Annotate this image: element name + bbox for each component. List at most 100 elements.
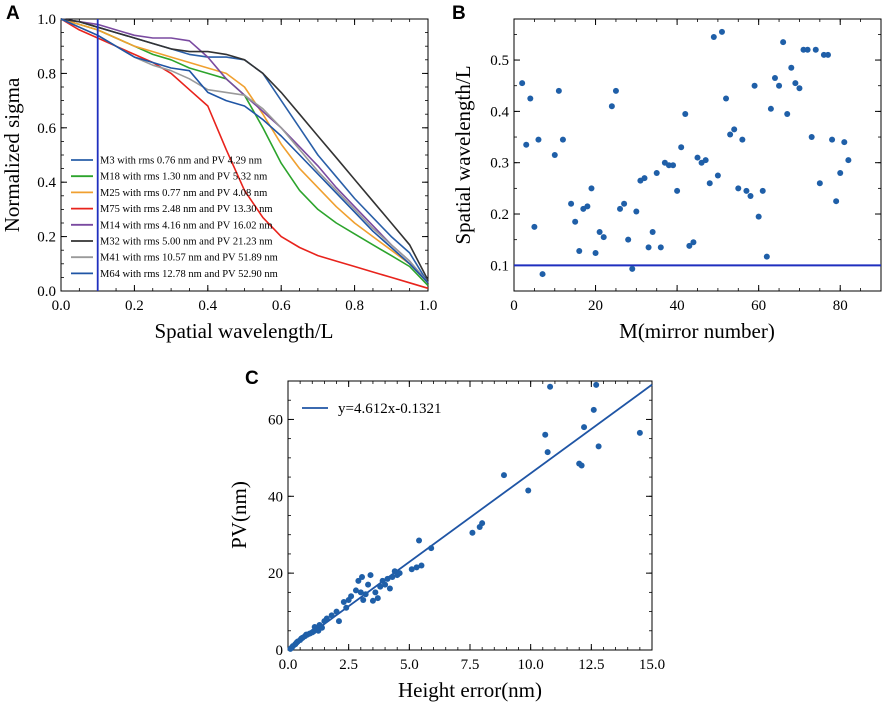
panel-c-x-tick-label: 12.5: [578, 657, 604, 673]
scatter-point: [340, 598, 347, 605]
scatter-point: [359, 573, 366, 580]
panel-c-y-tick-label: 20: [268, 566, 283, 582]
scatter-point: [636, 429, 643, 436]
panel-c-points: [287, 381, 643, 652]
scatter-point: [555, 87, 562, 94]
scatter-point: [544, 449, 551, 456]
scatter-point: [365, 581, 372, 588]
panel-b-points: [519, 28, 852, 278]
panel-a-y-tick-label: 0.0: [37, 284, 56, 300]
panel-b-x-tick-label: 40: [670, 298, 685, 314]
legend-label-fit: y=4.612x-0.1321: [338, 401, 441, 417]
scatter-point: [653, 169, 660, 176]
legend-label-7: M41 with rms 10.57 nm and PV 51.89 nm: [100, 253, 278, 264]
scatter-point: [751, 82, 758, 89]
legend-label-8: M64 with rms 12.78 nm and PV 52.90 nm: [100, 269, 278, 280]
scatter-point: [352, 587, 359, 594]
scatter-point: [694, 154, 701, 161]
panel-b-y-tick-label: 0.3: [490, 156, 509, 172]
scatter-point: [739, 136, 746, 143]
scatter-point: [714, 172, 721, 179]
scatter-point: [629, 265, 636, 272]
panel-c-fit-line: [288, 383, 653, 651]
scatter-point: [808, 134, 815, 141]
scatter-point: [621, 200, 628, 207]
scatter-point: [845, 157, 852, 164]
scatter-point: [389, 573, 396, 580]
panel-a-y-tick-label: 0.6: [37, 121, 56, 137]
panel-b-y-tick-label: 0.1: [490, 258, 509, 274]
panel-a-x-tick-label: 1.0: [419, 298, 438, 314]
panel-b-x-tick-label: 80: [833, 298, 848, 314]
scatter-point: [372, 589, 379, 596]
scatter-point: [408, 566, 415, 573]
scatter-point: [743, 187, 750, 194]
scatter-point: [416, 537, 423, 544]
scatter-point: [469, 529, 476, 536]
panel-a-x-tick-label: 0.0: [52, 298, 71, 314]
scatter-point: [784, 110, 791, 117]
scatter-point: [335, 618, 342, 625]
panel-c-x-tick-label: 7.5: [461, 657, 480, 673]
panel-b-y-tick-label: 0.5: [490, 53, 509, 69]
scatter-point: [633, 208, 640, 215]
panel-b-y-axis-label: Spatial wavelength/L: [451, 65, 475, 244]
scatter-point: [333, 608, 340, 615]
scatter-point: [718, 28, 725, 35]
scatter-point: [816, 180, 823, 187]
scatter-point: [576, 247, 583, 254]
scatter-point: [612, 87, 619, 94]
scatter-point: [678, 144, 685, 151]
scatter-point: [747, 193, 754, 200]
panel-b-x-tick-label: 20: [588, 298, 603, 314]
scatter-point: [386, 585, 393, 592]
legend-label-1: M3 with rms 0.76 nm and PV 4.29 nm: [100, 156, 262, 167]
scatter-point: [584, 203, 591, 210]
panel-c: C 0.0 2.5 5.0 7.5 10.0 12.5 15.0 0 20 40 60 y=4.61…: [227, 368, 665, 702]
scatter-point: [686, 242, 693, 249]
panel-c-x-tick-label: 10.0: [518, 657, 544, 673]
scatter-point: [418, 562, 425, 569]
scatter-point: [590, 406, 597, 413]
scatter-point: [735, 185, 742, 192]
scatter-point: [374, 595, 381, 602]
panel-a-x-axis-label: Spatial wavelength/L: [154, 319, 333, 343]
panel-c-x-axis-label: Height error(nm): [398, 678, 542, 702]
panel-b-y-tick-label: 0.4: [490, 104, 509, 120]
scatter-point: [323, 615, 330, 622]
scatter-point: [343, 604, 350, 611]
scatter-point: [592, 250, 599, 257]
scatter-point: [763, 253, 770, 260]
panel-a-x-tick-label: 0.4: [198, 298, 217, 314]
panel-a-series: [60, 18, 429, 290]
panel-b-tick-labels: 0 20 40 60 80 0.1 0.2 0.3 0.4 0.5: [490, 53, 847, 314]
scatter-point: [382, 581, 389, 588]
scatter-point: [357, 589, 364, 596]
scatter-point: [588, 185, 595, 192]
scatter-point: [837, 169, 844, 176]
panel-c-label: C: [245, 368, 259, 389]
scatter-point: [759, 187, 766, 194]
scatter-point: [824, 51, 831, 58]
panel-c-tick-labels: 0.0 2.5 5.0 7.5 10.0 12.5 15.0 0 20 40 60: [268, 412, 665, 673]
panel-c-legend: y=4.612x-0.1321: [302, 401, 441, 417]
scatter-point: [710, 33, 717, 40]
scatter-point: [841, 139, 848, 146]
scatter-point: [428, 545, 435, 552]
scatter-point: [706, 180, 713, 187]
scatter-point: [771, 75, 778, 82]
scatter-point: [595, 443, 602, 450]
panel-a-label: A: [6, 3, 20, 24]
scatter-point: [500, 472, 507, 479]
scatter-point: [833, 198, 840, 205]
scatter-point: [523, 141, 530, 148]
panel-a-x-tick-label: 0.2: [125, 298, 144, 314]
panel-a-y-axis-label: Normalized sigma: [0, 77, 24, 232]
scatter-point: [796, 85, 803, 92]
panel-a-x-tick-label: 0.8: [345, 298, 364, 314]
panel-c-y-tick-label: 60: [268, 412, 283, 428]
panel-b: B 0 20 40 60 80 0.1 0.2 0.3 0.4 0.5 M(mirror numb…: [451, 3, 882, 343]
panel-c-x-tick-label: 2.5: [339, 657, 358, 673]
scatter-point: [727, 131, 734, 138]
